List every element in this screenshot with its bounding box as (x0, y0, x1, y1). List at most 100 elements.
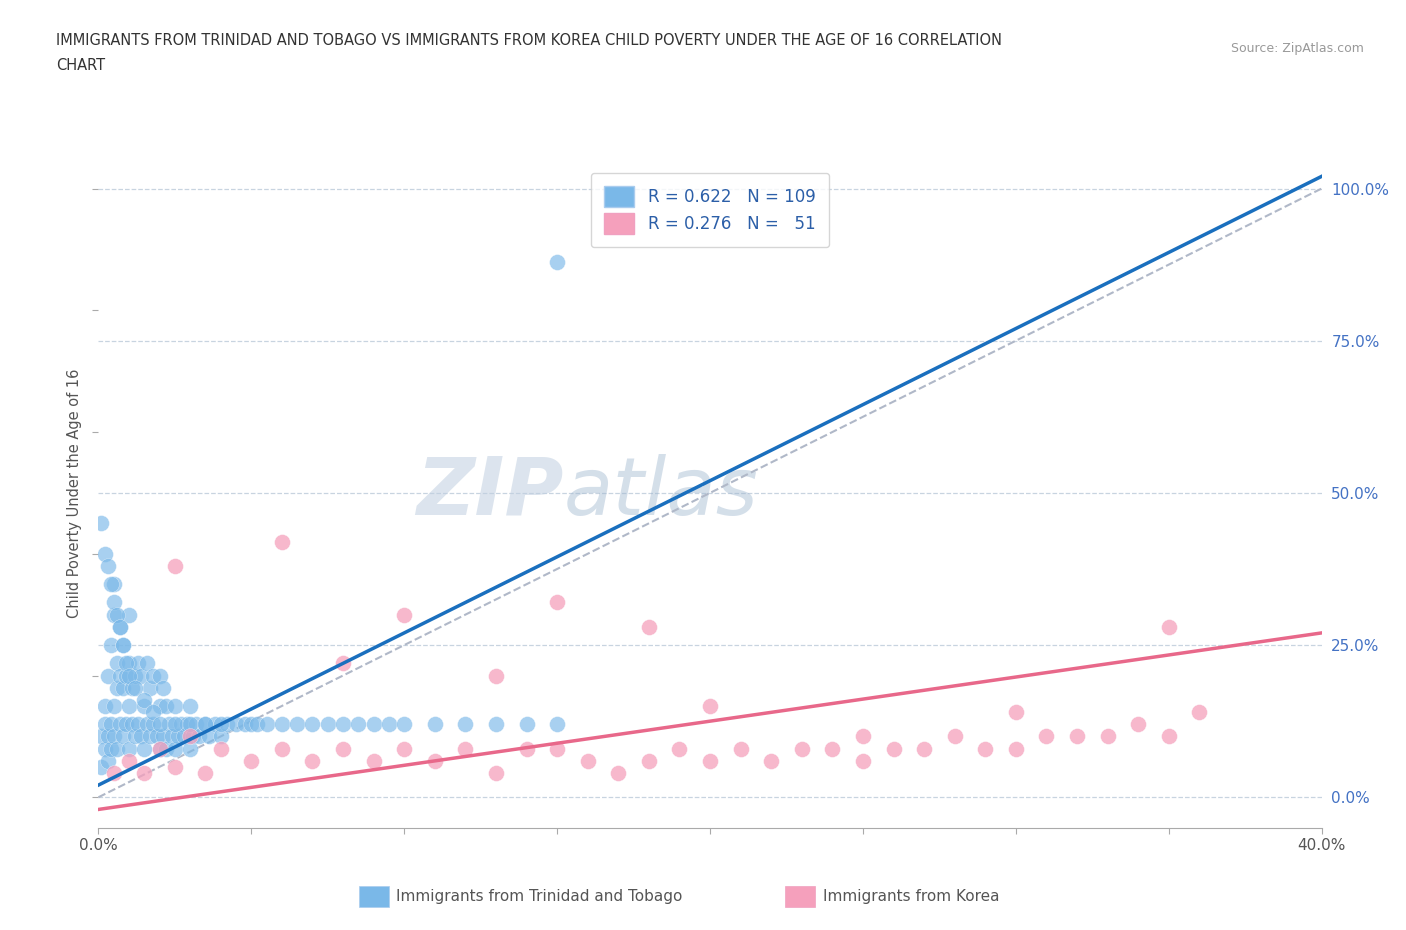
Point (485, 668, 508, 683)
Point (134, 693, 156, 708)
Point (194, 717, 217, 732)
Point (93, 698, 115, 713)
Point (111, 729, 134, 744)
Point (176, 717, 198, 732)
Point (105, 741, 128, 756)
Point (155, 741, 177, 756)
Point (134, 765, 156, 780)
Point (103, 607, 125, 622)
Point (301, 717, 323, 732)
Point (256, 717, 278, 732)
Point (209, 741, 232, 756)
Point (149, 698, 172, 713)
Point (852, 729, 875, 744)
Text: ZIP: ZIP (416, 454, 564, 532)
Point (167, 729, 190, 744)
Point (423, 753, 446, 768)
Point (97, 729, 120, 744)
Point (93, 741, 115, 756)
Point (516, 717, 538, 732)
Point (163, 698, 186, 713)
Point (209, 729, 232, 744)
Point (93, 717, 115, 732)
Point (152, 680, 174, 695)
Point (270, 741, 292, 756)
Text: CHART: CHART (56, 58, 105, 73)
Point (485, 765, 508, 780)
Point (90, 516, 112, 531)
Point (637, 753, 661, 768)
Point (240, 753, 263, 768)
Point (637, 619, 661, 634)
Point (332, 717, 354, 732)
Point (1004, 741, 1026, 756)
Point (142, 668, 165, 683)
Point (181, 729, 204, 744)
Point (546, 595, 568, 610)
Point (118, 698, 141, 713)
Point (1157, 729, 1180, 744)
Point (188, 729, 211, 744)
Point (115, 656, 138, 671)
Point (105, 656, 128, 671)
Point (90, 729, 112, 744)
Y-axis label: Child Poverty Under the Age of 16: Child Poverty Under the Age of 16 (66, 368, 82, 618)
Point (108, 668, 131, 683)
Point (912, 741, 935, 756)
Text: Immigrants from Trinidad and Tobago: Immigrants from Trinidad and Tobago (396, 889, 683, 904)
Point (1097, 729, 1119, 744)
Point (111, 638, 134, 653)
Point (100, 577, 122, 591)
Point (454, 717, 477, 732)
Point (118, 656, 141, 671)
Point (392, 607, 416, 622)
Point (363, 717, 385, 732)
Point (111, 638, 134, 653)
Point (100, 741, 122, 756)
Point (821, 741, 844, 756)
Point (149, 668, 172, 683)
Point (103, 765, 125, 780)
Point (121, 717, 143, 732)
Point (160, 729, 183, 744)
Point (285, 717, 308, 732)
Point (546, 741, 568, 756)
Point (163, 741, 186, 756)
Point (105, 680, 128, 695)
Point (179, 729, 201, 744)
Text: Source: ZipAtlas.com: Source: ZipAtlas.com (1230, 42, 1364, 55)
Point (246, 717, 269, 732)
Point (883, 741, 905, 756)
Text: Immigrants from Korea: Immigrants from Korea (823, 889, 1000, 904)
Point (170, 717, 193, 732)
Point (108, 619, 131, 634)
Point (163, 559, 186, 574)
Point (136, 656, 159, 671)
Point (115, 668, 138, 683)
Point (111, 680, 134, 695)
Point (134, 741, 156, 756)
Point (699, 753, 721, 768)
Point (149, 741, 172, 756)
Text: atlas: atlas (564, 454, 758, 532)
Point (142, 705, 165, 720)
Point (1188, 705, 1211, 720)
Point (186, 717, 208, 732)
Point (127, 656, 149, 671)
Point (93, 546, 115, 561)
Point (194, 765, 217, 780)
Point (124, 680, 146, 695)
Point (136, 717, 159, 732)
Point (1035, 729, 1057, 744)
Point (392, 741, 416, 756)
Point (129, 729, 152, 744)
Point (108, 717, 131, 732)
Point (209, 717, 232, 732)
Point (115, 717, 138, 732)
Point (943, 729, 966, 744)
Point (124, 729, 146, 744)
Point (347, 717, 370, 732)
Point (90, 760, 112, 775)
Point (100, 638, 122, 653)
Point (607, 765, 630, 780)
